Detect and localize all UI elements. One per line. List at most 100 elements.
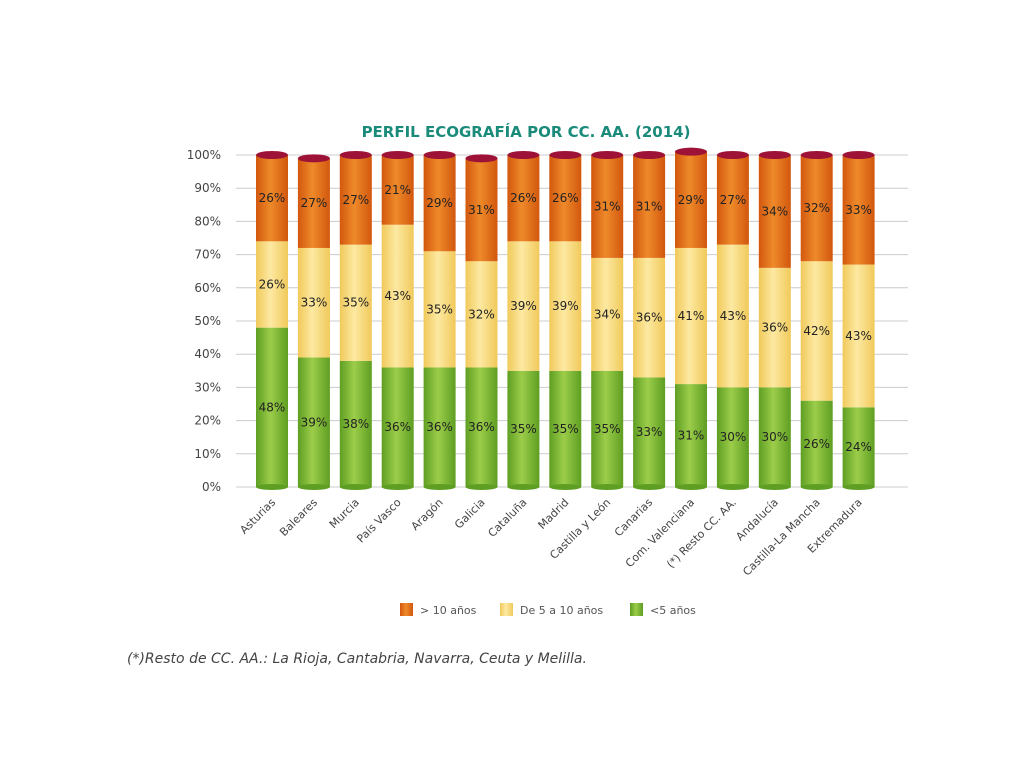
segment-gt10 [381, 155, 414, 225]
bar-stack: 31% 41% 29% [675, 147, 707, 490]
legend: > 10 años De 5 a 10 años <5 años [400, 603, 696, 617]
data-label: 35% [510, 422, 537, 436]
data-label: 27% [301, 196, 328, 210]
y-tick-label: 60% [194, 281, 221, 295]
bar-base [297, 484, 330, 490]
data-label: 32% [803, 201, 830, 215]
segment-5-10 [549, 241, 582, 371]
segment-5-10 [507, 241, 540, 371]
segment-5-10 [633, 257, 666, 378]
segment-lt5 [339, 360, 372, 487]
segment-5-10 [339, 244, 372, 361]
bars: 48%26%26%39%33%27%38%35%27%36%43%21%36%3… [256, 147, 875, 490]
legend-gt10: > 10 años [400, 603, 477, 617]
segment-gt10 [842, 155, 875, 265]
bar-cap [256, 151, 288, 159]
segment-lt5 [256, 327, 288, 487]
bar-stack: 39% 33% 27% [297, 154, 330, 490]
data-label: 29% [426, 196, 453, 210]
x-category-label: Murcia [327, 496, 362, 531]
bar-cap [507, 151, 540, 159]
bar-stack: 38% 35% 27% [339, 151, 372, 490]
data-label: 43% [845, 329, 872, 343]
segment-gt10 [758, 155, 791, 268]
data-label: 27% [342, 193, 369, 207]
data-label: 36% [636, 311, 663, 325]
segment-lt5 [507, 370, 540, 487]
data-label: 43% [720, 309, 747, 323]
bar-stack: 35% 39% 26% [507, 151, 540, 490]
data-label: 35% [552, 422, 579, 436]
segment-gt10 [465, 158, 498, 262]
bar-cap [842, 151, 875, 159]
data-label: 30% [761, 430, 788, 444]
x-category-label: Castilla-La Mancha [740, 496, 823, 579]
segment-5-10 [256, 241, 288, 328]
segment-lt5 [716, 387, 749, 487]
data-label: 33% [636, 425, 663, 439]
bar-cap [423, 151, 456, 159]
data-label: 33% [301, 296, 328, 310]
bar-base [549, 484, 582, 490]
bar-base [339, 484, 372, 490]
segment-5-10 [800, 261, 833, 401]
bar-base [465, 484, 498, 490]
bar-base [675, 484, 707, 490]
footnote: (*)Resto de CC. AA.: La Rioja, Cantabria… [127, 651, 587, 667]
y-tick-label: 100% [187, 148, 221, 162]
data-label: 39% [552, 299, 579, 313]
bar-base [507, 484, 540, 490]
data-label: 26% [510, 191, 537, 205]
legend-swatch [500, 603, 513, 616]
data-label: 35% [594, 422, 621, 436]
segment-5-10 [716, 244, 749, 388]
data-label: 24% [845, 440, 872, 454]
segment-gt10 [800, 155, 833, 262]
segment-gt10 [675, 151, 707, 248]
x-category-label: Madrid [536, 496, 572, 532]
segment-gt10 [507, 155, 540, 242]
segment-5-10 [758, 267, 791, 388]
data-label: 41% [678, 309, 705, 323]
bar-stack: 35% 39% 26% [549, 151, 582, 490]
bar-cap [633, 151, 666, 159]
data-label: 26% [259, 191, 286, 205]
data-label: 34% [594, 307, 621, 321]
segment-lt5 [465, 367, 498, 487]
y-tick-label: 70% [194, 248, 221, 262]
bar-cap [549, 151, 582, 159]
bar-base [256, 484, 288, 490]
x-category-label: Cataluña [486, 496, 530, 540]
bar-cap [716, 151, 749, 159]
data-label: 26% [259, 277, 286, 291]
data-label: 31% [468, 203, 495, 217]
y-axis-ticks: 0% 10% 20% 30% 40% 50% 60% 70% 80% 90% 100% [187, 148, 221, 494]
y-tick-label: 90% [194, 181, 221, 195]
segment-lt5 [633, 377, 666, 487]
data-label: 39% [301, 415, 328, 429]
data-label: 30% [720, 430, 747, 444]
segment-gt10 [633, 155, 666, 258]
y-tick-label: 30% [194, 380, 221, 394]
y-tick-label: 0% [202, 480, 221, 494]
y-tick-label: 40% [194, 347, 221, 361]
segment-gt10 [716, 155, 749, 245]
bar-cap [591, 151, 624, 159]
segment-5-10 [675, 247, 707, 385]
bar-base [842, 484, 875, 490]
data-label: 26% [552, 191, 579, 205]
data-label: 26% [803, 437, 830, 451]
segment-5-10 [591, 257, 624, 371]
data-label: 43% [384, 289, 411, 303]
data-label: 29% [678, 193, 705, 207]
data-label: 32% [468, 307, 495, 321]
segment-lt5 [675, 384, 707, 487]
x-category-label: Canarias [612, 496, 655, 539]
bar-stack: 36% 32% 31% [465, 154, 498, 490]
bar-base [716, 484, 749, 490]
segment-gt10 [423, 155, 456, 252]
segment-lt5 [297, 357, 330, 487]
legend-label: <5 años [650, 604, 696, 617]
